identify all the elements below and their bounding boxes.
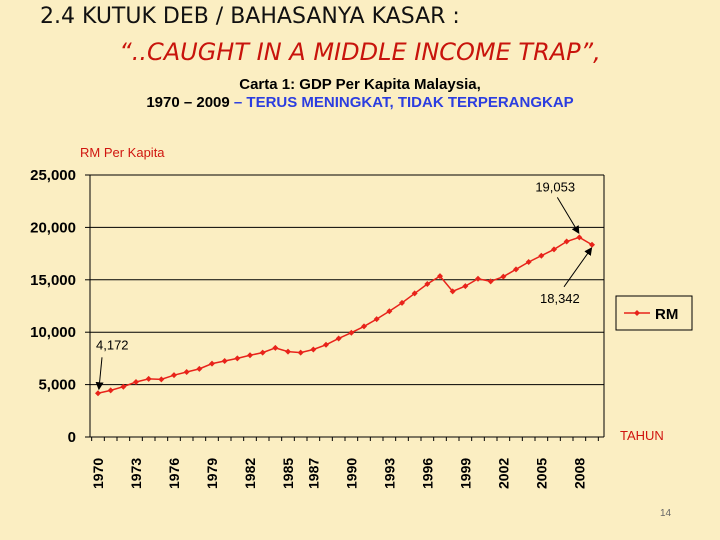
data-annotation: 4,172 <box>96 337 129 352</box>
x-tick-label: 2005 <box>533 458 549 489</box>
x-tick-label: 1973 <box>128 458 144 489</box>
x-tick-label: 1976 <box>166 458 182 489</box>
y-tick-label: 5,000 <box>38 377 76 394</box>
data-point <box>107 387 114 394</box>
data-point <box>335 335 342 342</box>
data-point <box>285 348 291 355</box>
x-tick-label: 1990 <box>343 458 359 489</box>
y-tick-label: 25,000 <box>30 167 76 184</box>
legend-label: RM <box>655 306 678 323</box>
slide-title: 2.4 KUTUK DEB / BAHASANYA KASAR : <box>40 4 460 29</box>
data-point <box>95 390 101 397</box>
data-point <box>487 278 494 285</box>
data-point <box>221 358 228 365</box>
data-point <box>234 355 241 362</box>
data-point <box>437 273 443 280</box>
data-point <box>247 352 253 359</box>
data-point <box>348 329 355 336</box>
data-point <box>120 383 127 390</box>
annotation-arrow <box>556 197 580 235</box>
y-axis-label: RM Per Kapita <box>80 145 165 160</box>
data-point <box>386 308 393 315</box>
data-point <box>589 241 595 248</box>
data-point <box>399 299 405 306</box>
data-point <box>259 349 266 356</box>
y-tick-label: 15,000 <box>30 272 76 289</box>
data-annotation: 19,053 <box>535 179 575 194</box>
data-point <box>171 372 177 379</box>
data-annotation: 18,342 <box>540 291 580 306</box>
data-point <box>209 360 215 367</box>
data-point <box>183 369 190 376</box>
annotation-arrow <box>95 357 104 391</box>
chart-title-highlight: – TERUS MENINGKAT, TIDAK TERPERANGKAP <box>229 94 574 111</box>
x-tick-label: 1987 <box>305 458 321 489</box>
y-tick-label: 20,000 <box>30 219 76 236</box>
data-point <box>525 258 532 265</box>
x-tick-label: 1970 <box>90 458 106 489</box>
data-point <box>196 365 203 372</box>
data-point <box>158 376 165 383</box>
data-point <box>133 378 139 385</box>
data-point <box>297 349 304 356</box>
data-point <box>272 344 279 351</box>
page-number: 14 <box>660 508 672 519</box>
x-tick-label: 1985 <box>280 458 296 489</box>
x-tick-label: 1982 <box>242 458 258 489</box>
data-point <box>145 375 152 382</box>
data-point <box>462 283 469 290</box>
data-point <box>411 290 418 297</box>
x-tick-label: 2002 <box>495 458 511 489</box>
data-point <box>513 266 519 273</box>
data-point <box>310 346 317 353</box>
data-point <box>576 234 583 241</box>
chart-title-line2: 1970 – 2009 – TERUS MENINGKAT, TIDAK TER… <box>0 94 720 112</box>
x-tick-label: 2008 <box>571 458 587 489</box>
data-point <box>551 246 557 253</box>
x-tick-label: 1996 <box>419 458 435 489</box>
y-tick-label: 0 <box>68 429 76 446</box>
annotation-arrow <box>563 247 593 288</box>
chart-title-line1: Carta 1: GDP Per Kapita Malaysia, <box>239 76 481 93</box>
data-point <box>500 273 507 280</box>
legend-swatch-marker <box>634 310 640 316</box>
data-point <box>475 275 481 282</box>
series-line <box>97 236 593 395</box>
data-point <box>538 252 545 259</box>
x-tick-label: 1979 <box>204 458 220 489</box>
y-tick-label: 10,000 <box>30 324 76 341</box>
x-tick-label: 1999 <box>457 458 473 489</box>
data-point <box>373 316 380 323</box>
data-point <box>449 288 456 295</box>
slide-subtitle: “..CAUGHT IN A MIDDLE INCOME TRAP”, <box>119 38 601 66</box>
chart-title: Carta 1: GDP Per Kapita Malaysia, 1970 –… <box>0 76 720 112</box>
data-point <box>361 323 367 330</box>
x-tick-label: 1993 <box>381 458 397 489</box>
data-point <box>323 341 329 348</box>
chart-title-years: 1970 – 2009 <box>146 94 230 111</box>
x-axis-label: TAHUN <box>620 428 664 443</box>
data-point <box>424 280 431 287</box>
data-point <box>563 238 570 245</box>
